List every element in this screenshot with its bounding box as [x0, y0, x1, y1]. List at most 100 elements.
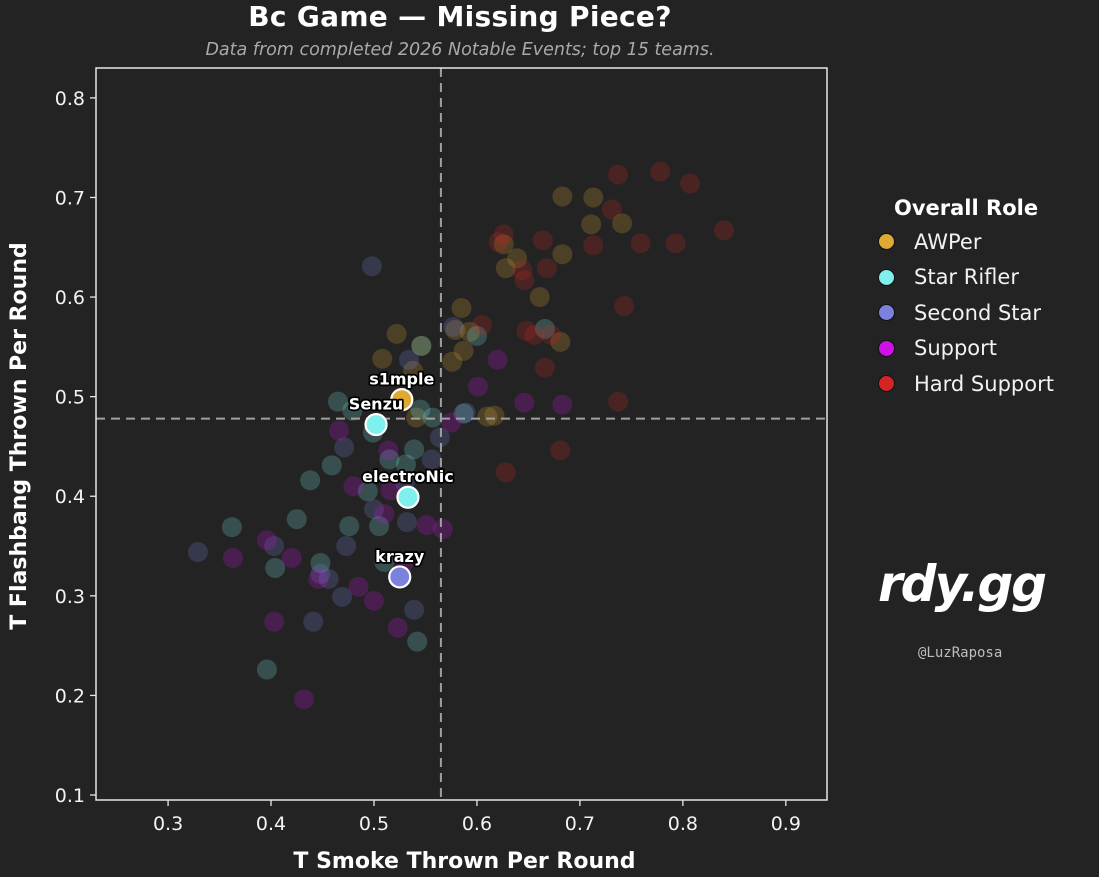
data-point: [432, 519, 453, 540]
data-point: [222, 547, 243, 568]
data-point: [265, 557, 286, 578]
data-point: [378, 440, 399, 461]
data-point: [493, 234, 514, 255]
legend-label: Hard Support: [914, 371, 1054, 396]
data-point: [507, 248, 528, 269]
y-axis-label: T Flashbang Thrown Per Round: [7, 242, 32, 629]
data-point: [187, 542, 208, 563]
data-point: [552, 244, 573, 265]
legend-item: Hard Support: [872, 366, 1092, 402]
data-point: [514, 392, 535, 413]
data-point: [221, 517, 242, 538]
data-point: [363, 499, 384, 520]
data-point: [484, 405, 505, 426]
x-tick-label: 0.4: [256, 813, 286, 835]
data-point: [308, 568, 329, 589]
x-tick-label: 0.9: [771, 813, 801, 835]
highlighted-point: [388, 565, 412, 589]
data-point: [398, 349, 419, 370]
y-tick-label: 0.2: [55, 685, 85, 707]
data-point: [411, 335, 432, 356]
data-point: [487, 349, 508, 370]
data-point: [467, 376, 488, 397]
data-point: [488, 232, 509, 253]
data-point: [495, 462, 516, 483]
data-point: [310, 552, 331, 573]
data-point: [303, 611, 324, 632]
y-tick-label: 0.4: [55, 486, 85, 508]
data-point: [327, 391, 348, 412]
x-tick-label: 0.6: [462, 813, 492, 835]
legend-swatch: [878, 233, 895, 251]
highlighted-points: s1mple Senzu electroNic krazy: [347, 368, 455, 589]
data-point: [410, 399, 431, 420]
x-axis-label: T Smoke Thrown Per Round: [293, 849, 635, 874]
data-point: [396, 512, 417, 533]
data-point: [407, 631, 428, 652]
y-tick-label: 0.3: [55, 586, 85, 608]
legend-item: Star Rifler: [872, 260, 1092, 296]
data-point: [532, 230, 553, 251]
legend-label: AWPer: [914, 229, 982, 254]
data-point: [714, 220, 735, 241]
data-point: [466, 325, 487, 346]
data-point: [665, 233, 686, 254]
data-point: [374, 551, 395, 572]
data-point: [256, 659, 277, 680]
data-point: [264, 536, 285, 557]
y-tick-label: 0.1: [55, 785, 85, 807]
data-point: [369, 516, 390, 537]
data-point: [416, 515, 437, 536]
data-point: [614, 296, 635, 317]
chart-subtitle: Data from completed 2026 Notable Events;…: [205, 40, 715, 60]
legend-label: Second Star: [914, 300, 1042, 325]
y-tick-label: 0.5: [55, 387, 85, 409]
data-point: [328, 420, 349, 441]
chart-title: Bc Game — Missing Piece?: [248, 0, 672, 33]
data-point: [453, 340, 474, 361]
data-point: [607, 391, 628, 412]
data-point: [332, 586, 353, 607]
legend-item: Support: [872, 331, 1092, 367]
data-point: [601, 199, 622, 220]
data-point: [348, 576, 369, 597]
data-point: [612, 213, 633, 234]
data-point: [512, 260, 533, 281]
data-point: [300, 470, 321, 491]
data-point: [516, 320, 537, 341]
legend: Overall Role AWPer Star Rifler Second Star…: [872, 196, 1092, 402]
data-point: [534, 318, 555, 339]
data-point: [650, 161, 671, 182]
data-point: [630, 233, 651, 254]
y-tick-label: 0.8: [55, 88, 85, 110]
data-point: [281, 547, 302, 568]
data-point: [334, 437, 355, 458]
highlighted-point: [396, 485, 420, 509]
data-point: [336, 536, 357, 557]
data-point: [386, 323, 407, 344]
data-point: [293, 689, 314, 710]
y-tick-label: 0.6: [55, 287, 85, 309]
player-label: s1mple: [369, 370, 434, 389]
plot-frame: [95, 67, 828, 801]
highlighted-point: [364, 412, 388, 437]
data-point: [339, 516, 360, 537]
data-point: [256, 530, 277, 551]
data-point: [343, 476, 364, 497]
data-point: [442, 351, 463, 372]
data-point: [429, 427, 450, 448]
highlighted-point: [390, 388, 414, 412]
data-point: [404, 599, 425, 620]
legend-item: Second Star: [872, 295, 1092, 331]
data-point: [421, 449, 442, 470]
data-point: [529, 287, 550, 308]
x-tick-label: 0.7: [565, 813, 595, 835]
legend-item: AWPer: [872, 224, 1092, 260]
data-point: [441, 412, 462, 433]
brand-logo: rdy.gg: [878, 555, 1047, 613]
legend-label: Star Rifler: [914, 265, 1019, 290]
data-point: [514, 270, 535, 291]
player-label: Senzu: [349, 395, 403, 414]
y-tick-label: 0.7: [55, 187, 85, 209]
